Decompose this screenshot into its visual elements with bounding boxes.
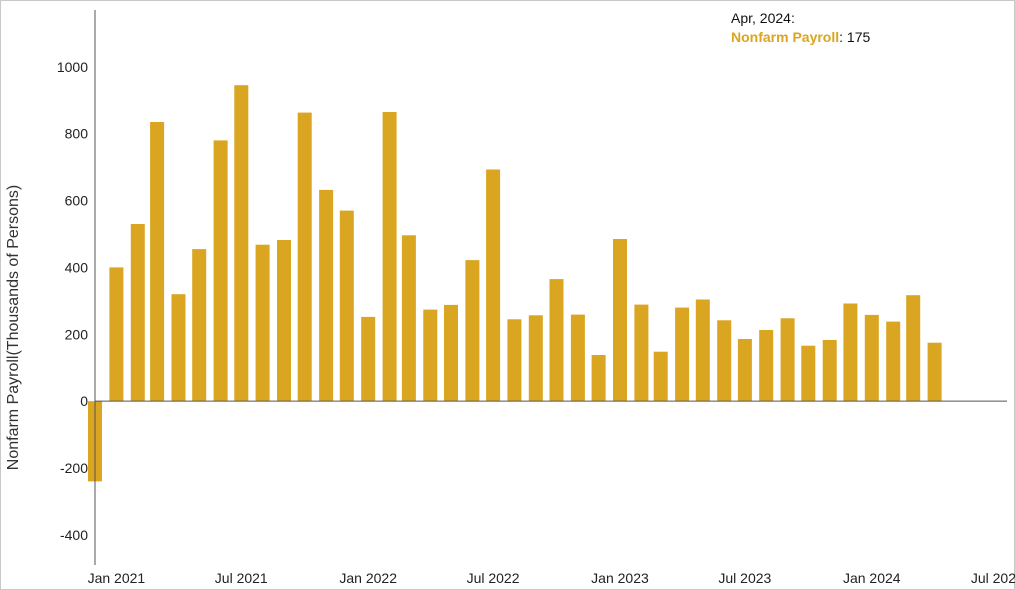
bar-2021-08[interactable] — [255, 244, 270, 402]
bar-2023-06[interactable] — [717, 320, 732, 402]
bar-2023-09[interactable] — [780, 318, 795, 402]
y-tick-label: 0 — [80, 393, 88, 409]
bar-2023-07[interactable] — [737, 339, 752, 402]
bar-2022-01[interactable] — [361, 316, 376, 402]
tooltip-title: Apr, 2024: — [731, 10, 795, 26]
bar-2022-10[interactable] — [549, 279, 564, 402]
x-tick-label: Jan 2022 — [339, 570, 397, 586]
bar-2022-02[interactable] — [382, 112, 397, 402]
y-tick-label: 400 — [65, 259, 89, 275]
tooltip-value: : 175 — [839, 29, 871, 45]
x-axis-ticks: Jan 2021 Jul 2021 Jan 2022 Jul 2022 Jan 2023… — [88, 570, 1015, 586]
x-tick-label: Jan 2024 — [843, 570, 901, 586]
bars — [88, 85, 942, 482]
bar-2022-03[interactable] — [401, 235, 416, 402]
y-tick-label: -400 — [60, 527, 88, 543]
bar-2024-03[interactable] — [906, 295, 921, 402]
tooltip-series-name: Nonfarm Payroll — [731, 29, 840, 45]
bar-2022-05[interactable] — [444, 304, 458, 402]
y-tick-label: -200 — [60, 460, 88, 476]
bar-2022-06[interactable] — [465, 260, 480, 402]
x-tick-label: Jul 2022 — [467, 570, 520, 586]
bar-2022-12[interactable] — [591, 355, 606, 402]
bar-2021-11[interactable] — [319, 189, 334, 402]
bar-2022-08[interactable] — [507, 319, 522, 402]
y-tick-label: 200 — [65, 326, 89, 342]
bar-2021-02[interactable] — [130, 224, 145, 402]
bar-2021-10[interactable] — [297, 112, 312, 402]
bar-2021-12[interactable] — [339, 210, 354, 402]
bar-2023-12[interactable] — [843, 303, 858, 402]
bar-2022-11[interactable] — [570, 314, 585, 402]
bar-2021-06[interactable] — [213, 140, 228, 402]
bar-2023-08[interactable] — [759, 330, 774, 402]
y-axis-title: Nonfarm Payroll(Thousands of Persons) — [5, 185, 22, 470]
x-tick-label: Jan 2021 — [88, 570, 146, 586]
y-axis-ticks: -400 -200 0 200 400 600 800 1000 — [57, 59, 88, 543]
bar-2024-04[interactable] — [927, 342, 942, 402]
bar-2021-03[interactable] — [150, 122, 165, 402]
bar-2023-01[interactable] — [613, 239, 627, 402]
bar-2024-02[interactable] — [886, 321, 901, 402]
x-tick-label: Jul 2024 — [971, 570, 1015, 586]
bar-2021-09[interactable] — [277, 240, 291, 402]
bar-2023-03[interactable] — [653, 351, 668, 402]
bar-2021-05[interactable] — [192, 249, 207, 402]
tooltip-row: Nonfarm Payroll: 175 — [731, 28, 870, 47]
x-tick-label: Jan 2023 — [591, 570, 649, 586]
bar-2021-07[interactable] — [234, 85, 249, 402]
y-tick-label: 600 — [65, 193, 89, 209]
bar-2023-11[interactable] — [822, 340, 837, 402]
bar-2021-04[interactable] — [171, 294, 186, 402]
bar-2023-10[interactable] — [801, 345, 816, 402]
bar-2021-01[interactable] — [109, 267, 124, 402]
bar-2023-02[interactable] — [634, 304, 649, 402]
bar-2023-05[interactable] — [695, 299, 710, 402]
x-tick-label: Jul 2021 — [215, 570, 268, 586]
bar-2023-04[interactable] — [675, 307, 690, 402]
bar-2022-04[interactable] — [423, 309, 438, 402]
x-tick-label: Jul 2023 — [718, 570, 771, 586]
bar-2024-01[interactable] — [864, 314, 879, 402]
bar-2022-09[interactable] — [528, 315, 543, 402]
y-tick-label: 800 — [65, 126, 89, 142]
y-tick-label: 1000 — [57, 59, 88, 75]
hover-tooltip: Apr, 2024: Nonfarm Payroll: 175 — [731, 9, 870, 47]
bar-2022-07[interactable] — [486, 169, 501, 402]
